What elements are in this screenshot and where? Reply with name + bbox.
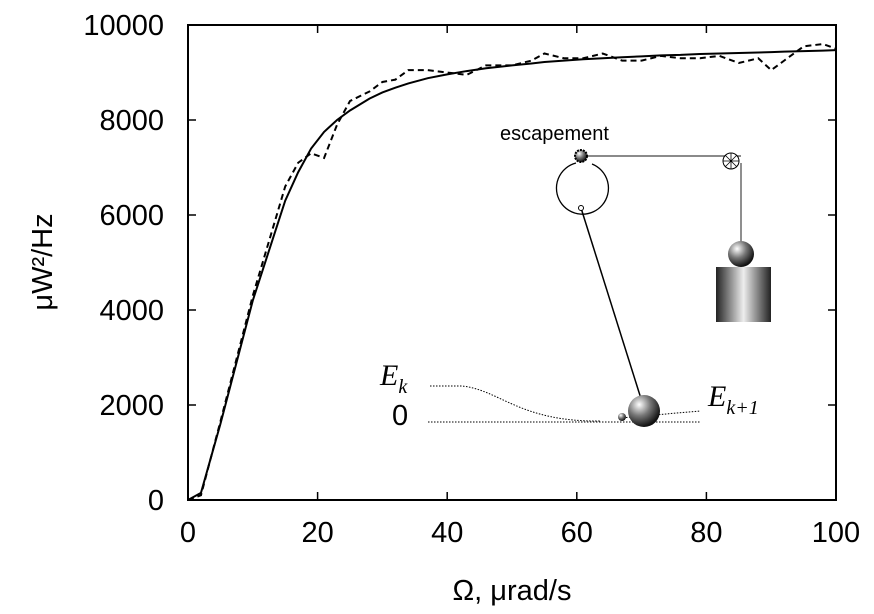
ek1-base: E — [707, 380, 726, 413]
y-tick-label: 10000 — [83, 10, 164, 42]
x-tick-label: 60 — [561, 517, 593, 549]
pivot — [578, 205, 584, 211]
escapement-label: escapement — [500, 123, 609, 145]
y-tick-label: 4000 — [99, 295, 164, 327]
inset-diagram — [428, 149, 771, 427]
x-tick-label: 40 — [431, 517, 463, 549]
ek1-label: Ek+1 — [707, 380, 759, 419]
escapement-gear — [574, 149, 588, 163]
pendulum-bob — [628, 395, 660, 427]
plot-frame — [187, 24, 837, 501]
x-tick-label: 0 — [180, 517, 196, 549]
zero-label: 0 — [392, 400, 408, 432]
pendulum-rod — [580, 207, 644, 406]
ek1-sub: k+1 — [726, 397, 758, 419]
weight-ball — [728, 241, 754, 267]
y-tick-label: 8000 — [99, 105, 164, 137]
ek-label: Ek — [379, 359, 408, 398]
x-axis-label: Ω, μrad/s — [453, 575, 572, 607]
y-tick-label: 6000 — [99, 200, 164, 232]
x-tick-label: 20 — [301, 517, 333, 549]
small-ball — [618, 413, 626, 421]
y-tick-label: 2000 — [99, 390, 164, 422]
ek-base: E — [379, 359, 398, 392]
series-line — [187, 49, 837, 501]
y-axis-label: μW²/Hz — [27, 213, 59, 310]
pulley-spokes — [723, 153, 739, 169]
ek-sub: k — [398, 376, 408, 398]
escapement-arc — [555, 162, 610, 215]
x-tick-label: 80 — [690, 517, 722, 549]
x-tick-label: 100 — [812, 517, 860, 549]
series-line — [187, 42, 837, 501]
y-tick-label: 0 — [148, 485, 164, 517]
energy-curve — [430, 385, 601, 422]
weight — [716, 267, 771, 322]
